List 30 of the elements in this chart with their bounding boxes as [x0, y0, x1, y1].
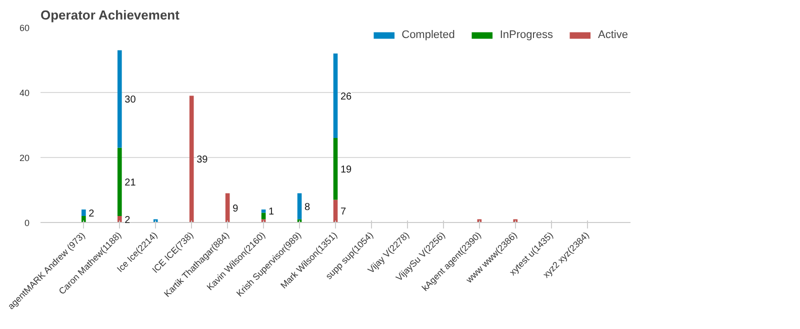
bar — [333, 54, 338, 138]
legend-label: InProgress — [500, 29, 554, 41]
data-label: 2 — [88, 208, 95, 220]
bar — [117, 50, 122, 148]
bar — [117, 216, 122, 222]
data-label: 39 — [196, 154, 208, 166]
y-tick-label: 0 — [24, 218, 30, 228]
bar — [117, 148, 122, 216]
bar — [82, 216, 86, 222]
y-tick-label: 40 — [19, 88, 30, 98]
data-label: 2 — [124, 214, 131, 226]
y-tick-label: 60 — [19, 23, 30, 33]
data-label: 8 — [304, 202, 311, 213]
bar — [261, 210, 266, 213]
bar — [189, 96, 194, 222]
legend-label: Active — [598, 29, 628, 41]
chart-title: Operator Achievement — [40, 8, 180, 22]
data-label: 30 — [124, 94, 136, 106]
data-label: 1 — [268, 206, 275, 218]
y-tick-label: 20 — [19, 153, 30, 163]
legend-label: Completed — [402, 29, 455, 41]
data-label: 9 — [232, 203, 239, 214]
data-label: 7 — [340, 206, 346, 218]
bar — [333, 138, 338, 200]
data-label: 19 — [340, 164, 352, 176]
data-label: 21 — [124, 177, 136, 188]
bar — [261, 212, 266, 220]
bar — [297, 193, 302, 220]
bar — [82, 210, 86, 216]
data-label: 26 — [340, 91, 352, 102]
